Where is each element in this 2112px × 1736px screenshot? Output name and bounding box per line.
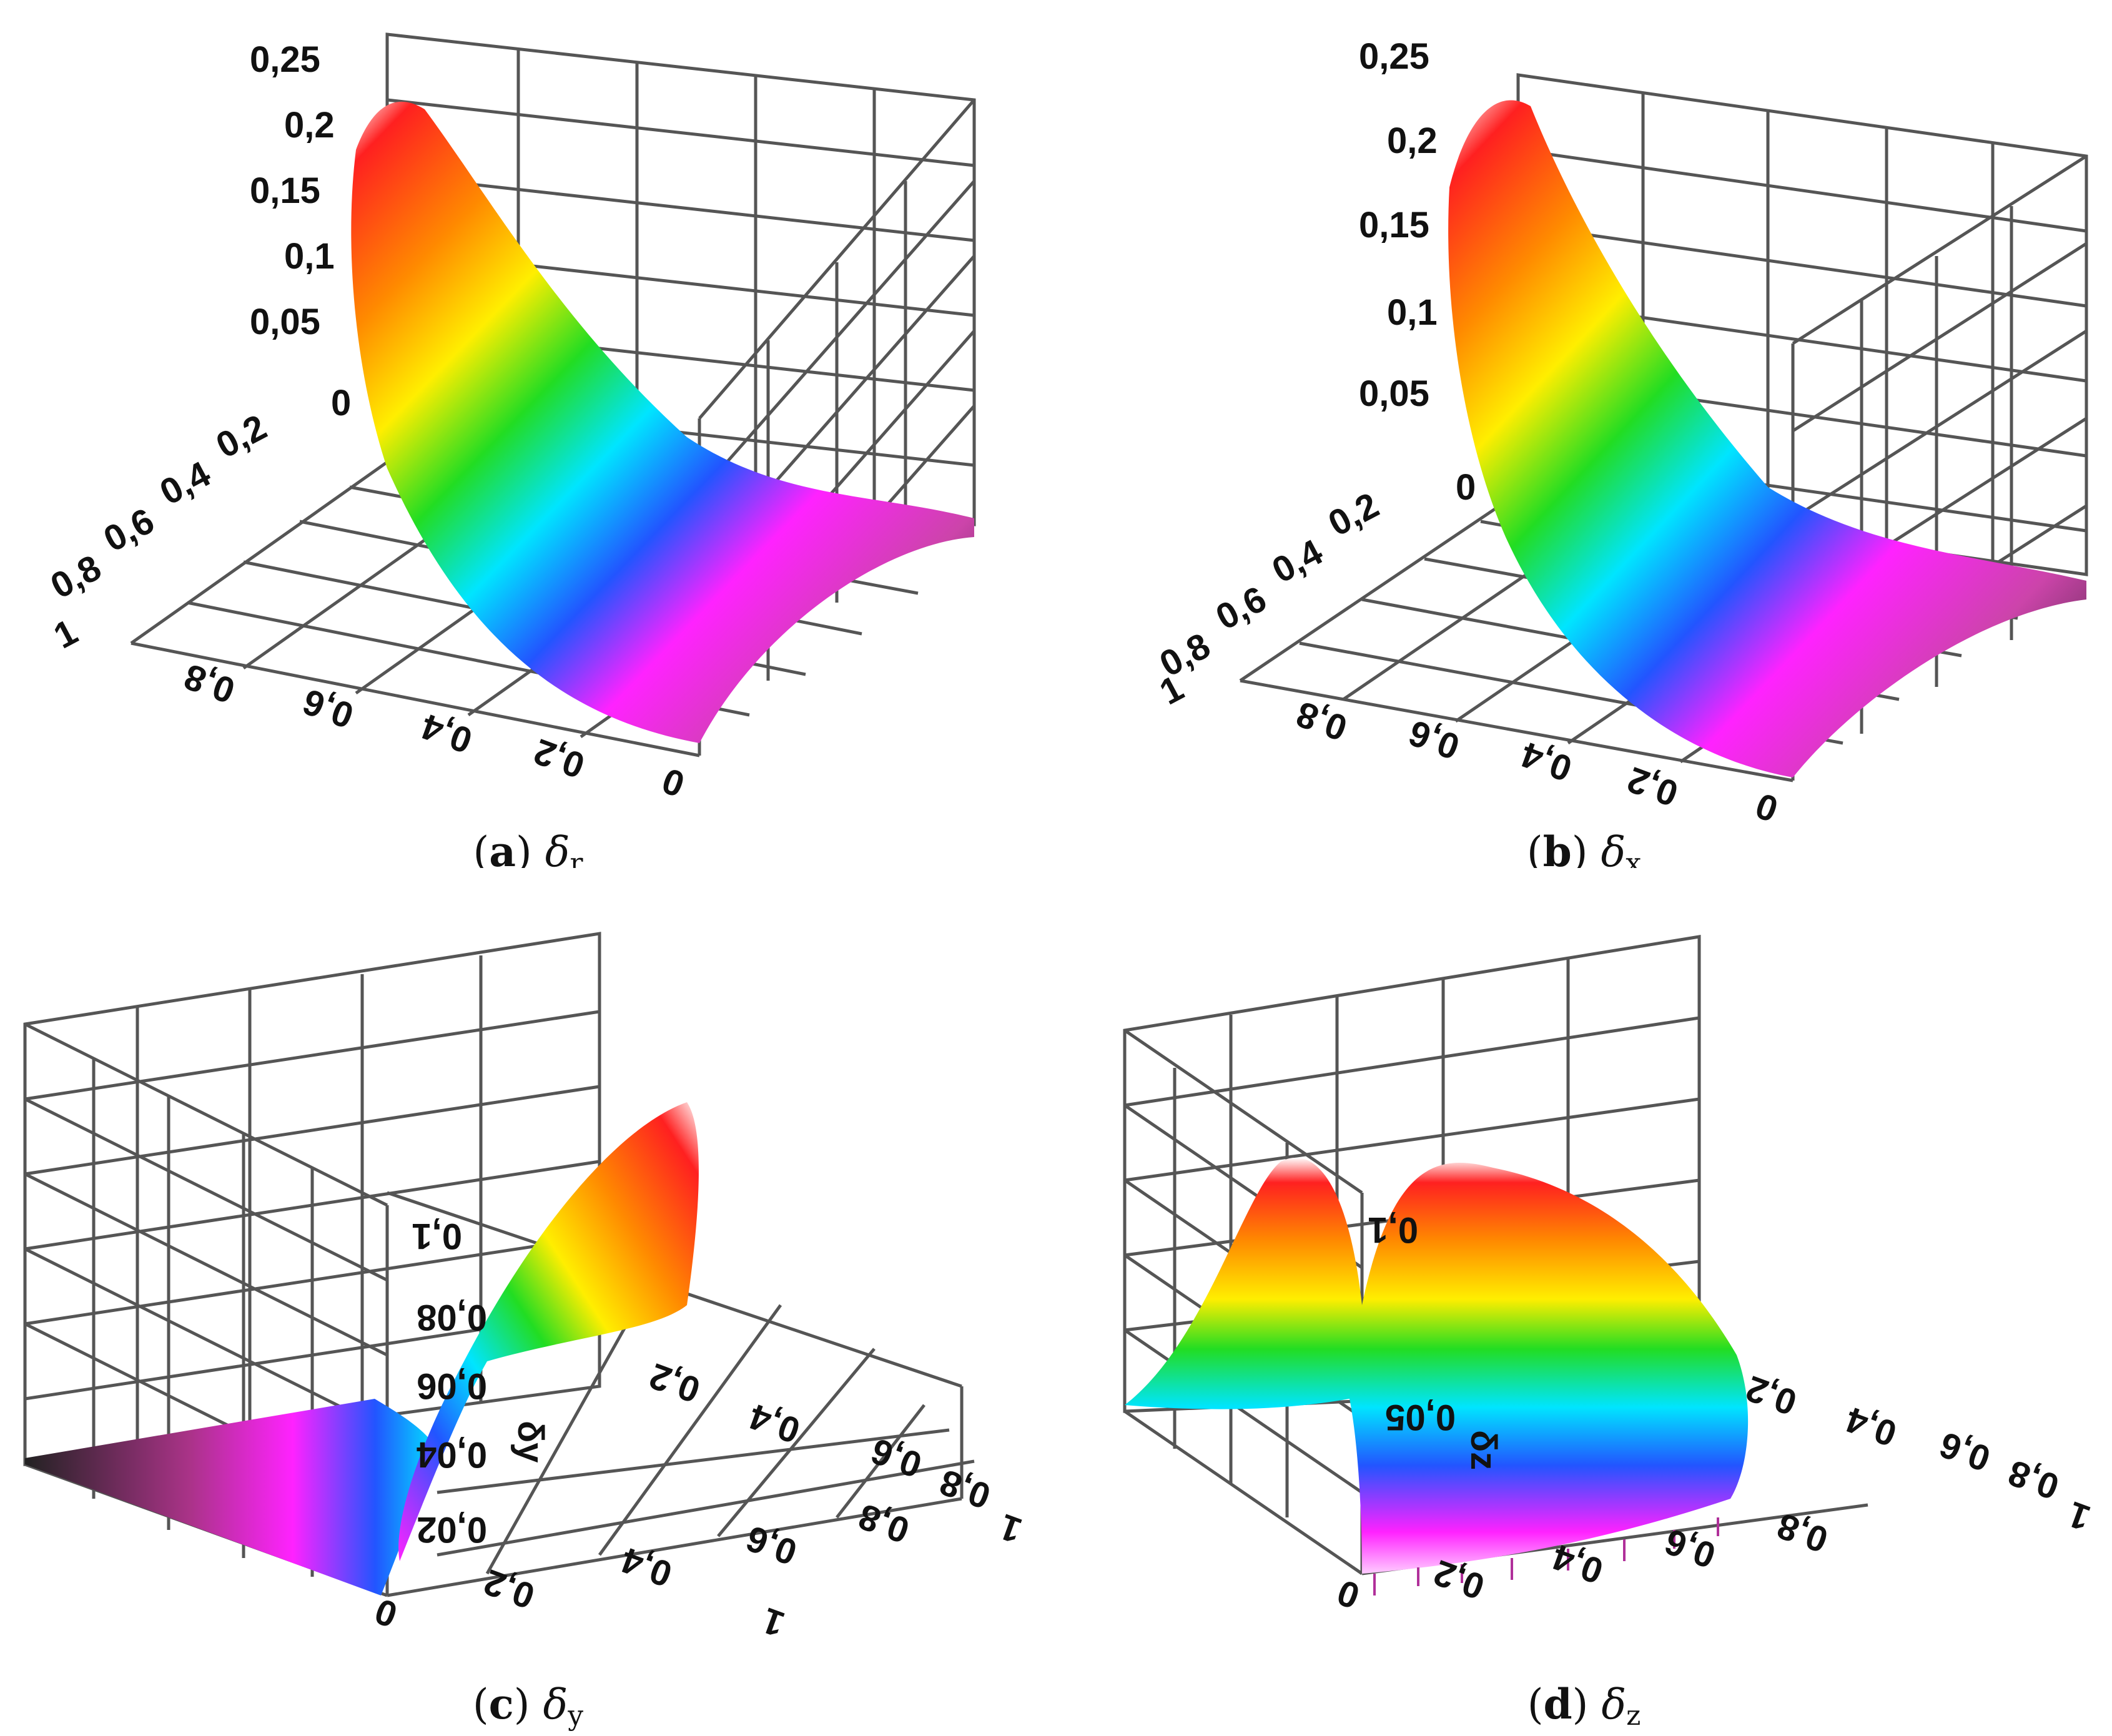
- y-tick-d-4: 1: [2063, 1494, 2096, 1539]
- z-tick-a-3: 0,15: [250, 170, 320, 211]
- z-tick-d-1: 0,1: [1368, 1210, 1418, 1250]
- caption-symbol-c: δ: [543, 1680, 568, 1729]
- z-tick-labels-b: 0 0,05 0,1 0,15 0,2 0,25: [1359, 36, 1476, 508]
- caption-tag-a: a: [489, 827, 516, 868]
- y-tick-c-4: 0,8: [853, 1496, 914, 1551]
- caption-sub-a: r: [570, 847, 583, 868]
- y-tick-a-1: 0,2: [528, 731, 590, 786]
- x-tick-b-0: 0,2: [1322, 485, 1386, 544]
- panel-c: 0,02 0,04 0,06 0,08 0,1 δy 0,2 0,4 0,6 0…: [0, 868, 1056, 1736]
- surface-plot-a: 0 0,05 0,1 0,15 0,2 0,25 0,2 0,4 0,6 0,8…: [44, 32, 976, 805]
- caption-symbol-d: δ: [1601, 1680, 1627, 1729]
- z-tick-labels-c: 0,02 0,04 0,06 0,08 0,1 δy: [412, 1216, 551, 1550]
- z-tick-labels-a: 0 0,05 0,1 0,15 0,2 0,25: [250, 39, 351, 423]
- surface-d: [1125, 1157, 1749, 1574]
- caption-sub-c: y: [568, 1700, 584, 1732]
- z-tick-c-2: 0,06: [417, 1366, 487, 1406]
- z-tick-c-4: 0,1: [412, 1216, 462, 1256]
- caption-sub-d: z: [1626, 1700, 1641, 1732]
- y-tick-d-1: 0,4: [1840, 1399, 1902, 1454]
- x-tick-c-4: 1: [994, 1506, 1027, 1551]
- x-tick-a-1: 0,4: [154, 453, 217, 513]
- surface-c-lobe: [398, 1102, 699, 1561]
- x-tick-d-0: 0: [1332, 1572, 1365, 1617]
- x-tick-a-0: 0,2: [210, 407, 274, 466]
- x-tick-labels-a: 0,2 0,4 0,6 0,8 1: [44, 407, 274, 656]
- z-tick-c-0: 0,02: [417, 1509, 487, 1550]
- z-tick-b-5: 0,25: [1359, 36, 1429, 77]
- z-tick-a-4: 0,2: [284, 105, 335, 145]
- z-tick-a-0: 0: [331, 383, 351, 423]
- z-tick-d-0: 0,05: [1385, 1397, 1456, 1438]
- axis-mark-d: δz: [1463, 1430, 1504, 1470]
- caption-tag-b: b: [1542, 827, 1572, 868]
- surface-plot-b: 0 0,05 0,1 0,15 0,2 0,25 0,2 0,4 0,6 0,8…: [1153, 36, 2088, 830]
- x-tick-labels-b: 0,2 0,4 0,6 0,8 1: [1153, 485, 1386, 713]
- caption-tag-d: d: [1543, 1680, 1572, 1729]
- z-tick-a-2: 0,1: [284, 236, 335, 277]
- y-tick-a-0: 0: [657, 760, 690, 805]
- y-tick-b-4: 0,8: [1291, 693, 1352, 749]
- z-tick-b-0: 0: [1456, 467, 1476, 508]
- axis-mark-c: δy: [510, 1421, 551, 1462]
- y-tick-d-2: 0,6: [1934, 1424, 1995, 1479]
- y-tick-a-3: 0,6: [297, 681, 358, 736]
- x-tick-c-0: 0,2: [644, 1355, 705, 1411]
- x-tick-a-2: 0,6: [97, 500, 161, 560]
- z-tick-b-3: 0,15: [1359, 205, 1429, 245]
- z-tick-b-1: 0,05: [1359, 373, 1429, 414]
- box-frame-c: [23, 932, 975, 1597]
- z-tick-a-1: 0,05: [250, 302, 320, 342]
- surface-plot-d: 0,05 0,1 δz 0 0,2 0,4 0,6 0,8 0,2 0,4 0,…: [1123, 935, 2096, 1617]
- caption-c: (c) δy: [472, 1680, 584, 1732]
- caption-symbol-a: δ: [545, 828, 570, 868]
- surface-plot-c: 0,02 0,04 0,06 0,08 0,1 δy 0,2 0,4 0,6 0…: [23, 932, 1027, 1645]
- panel-a: 0 0,05 0,1 0,15 0,2 0,25 0,2 0,4 0,6 0,8…: [0, 0, 1056, 868]
- x-tick-a-3: 0,8: [44, 547, 108, 606]
- y-tick-c-5: 1: [757, 1600, 790, 1645]
- surface-c-dark: [25, 1399, 437, 1595]
- x-tick-d-3: 0,6: [1659, 1521, 1720, 1576]
- z-tick-c-3: 0,08: [417, 1297, 487, 1338]
- x-tick-c-3: 0,8: [934, 1461, 995, 1517]
- x-tick-b-1: 0,4: [1266, 531, 1330, 591]
- caption-tag-c: c: [488, 1680, 514, 1729]
- y-tick-d-0: 0,2: [1740, 1368, 1802, 1423]
- panel-d: 0,05 0,1 δz 0 0,2 0,4 0,6 0,8 0,2 0,4 0,…: [1056, 868, 2112, 1736]
- x-tick-d-4: 0,8: [1772, 1505, 1833, 1561]
- caption-a: (a) δr: [0, 827, 1056, 868]
- fringe-d: [1373, 1517, 1719, 1595]
- caption-b: (b) δx: [1056, 827, 2112, 868]
- y-tick-b-1: 0,2: [1622, 759, 1683, 814]
- z-tick-a-5: 0,25: [250, 39, 320, 80]
- z-tick-b-4: 0,2: [1387, 121, 1438, 161]
- caption-d: (d) δz: [1527, 1680, 1641, 1732]
- z-tick-c-1: 0,04: [417, 1434, 487, 1475]
- y-tick-d-3: 0,8: [2003, 1452, 2064, 1507]
- x-tick-labels-c: 0,2 0,4 0,6 0,8 1: [644, 1355, 1027, 1551]
- surface-b: [1448, 100, 2086, 777]
- x-tick-b-2: 0,6: [1210, 578, 1273, 638]
- surface-a: [351, 101, 974, 744]
- x-tick-a-4: 1: [47, 611, 84, 657]
- panel-b: 0 0,05 0,1 0,15 0,2 0,25 0,2 0,4 0,6 0,8…: [1056, 0, 2112, 868]
- y-tick-b-0: 0: [1750, 785, 1784, 830]
- z-tick-b-2: 0,1: [1387, 292, 1438, 333]
- caption-symbol-b: δ: [1601, 828, 1626, 868]
- caption-sub-b: x: [1626, 847, 1642, 868]
- y-tick-c-0: 0: [370, 1591, 403, 1635]
- z-tick-labels-d: 0,05 0,1 δz: [1368, 1210, 1504, 1470]
